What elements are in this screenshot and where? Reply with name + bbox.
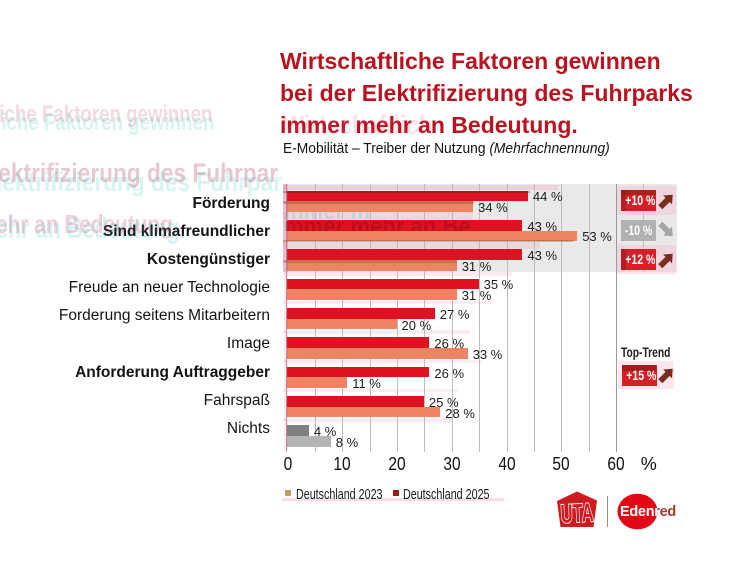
- svg-text:UTA: UTA: [560, 497, 595, 528]
- svg-text:Edenred: Edenred: [620, 504, 676, 520]
- svg-text:Edenred: Edenred: [620, 504, 676, 520]
